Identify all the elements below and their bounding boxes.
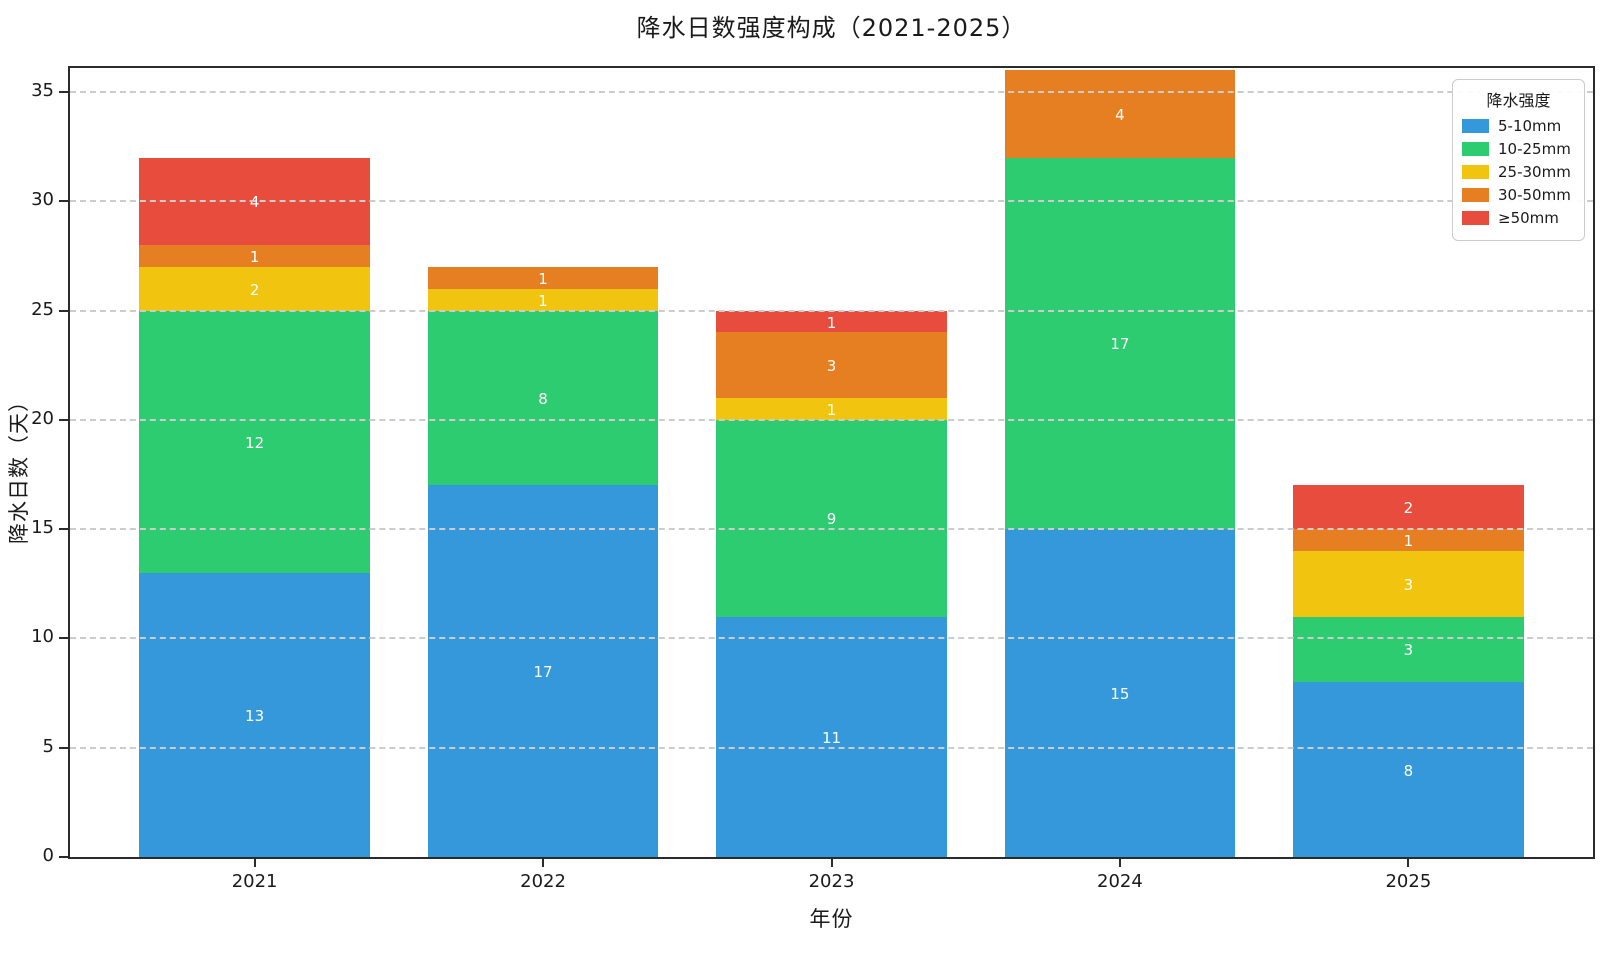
bar-segment-2021-5-10mm bbox=[139, 572, 370, 857]
legend-label-30-50mm: 30-50mm bbox=[1498, 186, 1571, 204]
bar-segment-2022-25-30mm bbox=[427, 288, 659, 311]
chart-title: 降水日数强度构成（2021-2025） bbox=[636, 14, 1027, 42]
legend-label-25-30mm: 25-30mm bbox=[1498, 163, 1571, 181]
y-tick-mark-25 bbox=[59, 309, 68, 312]
y-tick-label-25: 25 bbox=[31, 298, 54, 320]
y-tick-mark-35 bbox=[59, 91, 68, 94]
bar-segment-2025-≥50mm bbox=[1293, 485, 1524, 530]
legend-label-≥50mm: ≥50mm bbox=[1498, 209, 1559, 227]
bar-segment-2021-≥50mm bbox=[139, 157, 370, 246]
x-tick-mark-2025 bbox=[1407, 858, 1410, 867]
y-tick-label-0: 0 bbox=[42, 845, 54, 866]
bar-segment-2024-30-50mm bbox=[1004, 70, 1236, 158]
y-tick-mark-5 bbox=[59, 746, 68, 749]
bar-segment-2024-10-25mm bbox=[1004, 157, 1236, 530]
bar-segment-2021-10-25mm bbox=[139, 310, 370, 573]
legend-swatch-30-50mm bbox=[1462, 188, 1489, 202]
y-tick-label-20: 20 bbox=[31, 407, 54, 429]
y-tick-label-35: 35 bbox=[31, 80, 54, 102]
legend: 降水强度 5-10mm 10-25mm 25-30mm 30-50mm ≥50mm bbox=[1452, 79, 1585, 241]
bar-segment-2023-≥50mm bbox=[716, 310, 947, 333]
plot-area: 13 12 2 1 4 17 8 1 1 11 9 1 3 1 15 17 4 8 3 3 1 2 bbox=[68, 66, 1595, 859]
y-tick-label-5: 5 bbox=[42, 735, 54, 757]
legend-swatch-≥50mm bbox=[1462, 211, 1489, 225]
bar-segment-2022-10-25mm bbox=[427, 310, 659, 486]
legend-item-25-30mm: 25-30mm bbox=[1462, 163, 1575, 181]
bar-segment-2024-5-10mm bbox=[1004, 529, 1236, 857]
y-axis-label: 降水日数（天） bbox=[7, 390, 31, 544]
legend-swatch-10-25mm bbox=[1462, 142, 1489, 156]
y-tick-mark-20 bbox=[59, 418, 68, 421]
bar-segment-2025-5-10mm bbox=[1293, 682, 1524, 857]
legend-item-30-50mm: 30-50mm bbox=[1462, 186, 1575, 204]
legend-item-≥50mm: ≥50mm bbox=[1462, 209, 1575, 227]
bar-segment-2025-25-30mm bbox=[1293, 551, 1524, 617]
legend-label-10-25mm: 10-25mm bbox=[1498, 140, 1571, 158]
y-tick-mark-30 bbox=[59, 200, 68, 203]
legend-item-5-10mm: 5-10mm bbox=[1462, 117, 1575, 135]
y-tick-mark-10 bbox=[59, 637, 68, 640]
bar-segment-2021-25-30mm bbox=[139, 266, 370, 311]
bar-segment-2025-30-50mm bbox=[1293, 529, 1524, 552]
legend-title: 降水强度 bbox=[1486, 91, 1551, 110]
legend-label-5-10mm: 5-10mm bbox=[1498, 117, 1562, 135]
y-tick-mark-0 bbox=[59, 856, 68, 858]
legend-swatch-25-30mm bbox=[1462, 165, 1489, 179]
y-tick-label-15: 15 bbox=[31, 517, 54, 539]
legend-swatch-5-10mm bbox=[1462, 119, 1489, 133]
x-tick-mark-2024 bbox=[1118, 858, 1121, 867]
x-tick-label-2024: 2024 bbox=[1097, 871, 1143, 892]
y-tick-label-10: 10 bbox=[31, 626, 54, 648]
x-tick-mark-2022 bbox=[542, 858, 545, 867]
bar-segment-2023-25-30mm bbox=[716, 398, 947, 420]
bar-segment-2022-5-10mm bbox=[427, 485, 659, 857]
x-tick-label-2025: 2025 bbox=[1385, 871, 1432, 892]
bar-segment-2023-30-50mm bbox=[716, 332, 947, 399]
x-tick-mark-2023 bbox=[830, 858, 833, 867]
x-tick-label-2023: 2023 bbox=[808, 871, 855, 892]
y-tick-label-30: 30 bbox=[31, 189, 54, 211]
x-tick-label-2022: 2022 bbox=[520, 871, 566, 892]
x-axis-label: 年份 bbox=[809, 907, 854, 931]
gridline-y-35 bbox=[70, 91, 1593, 94]
x-tick-mark-2021 bbox=[253, 858, 256, 867]
legend-item-10-25mm: 10-25mm bbox=[1462, 140, 1575, 158]
bar-segment-2023-5-10mm bbox=[716, 616, 947, 857]
bar-segment-2025-10-25mm bbox=[1293, 616, 1524, 683]
bar-segment-2023-10-25mm bbox=[716, 419, 947, 617]
legend-items: 5-10mm 10-25mm 25-30mm 30-50mm ≥50mm bbox=[1462, 117, 1575, 227]
x-tick-label-2021: 2021 bbox=[231, 871, 278, 892]
y-tick-mark-15 bbox=[59, 528, 68, 531]
bar-segment-2022-30-50mm bbox=[427, 266, 659, 289]
bar-segment-2021-30-50mm bbox=[139, 245, 370, 267]
